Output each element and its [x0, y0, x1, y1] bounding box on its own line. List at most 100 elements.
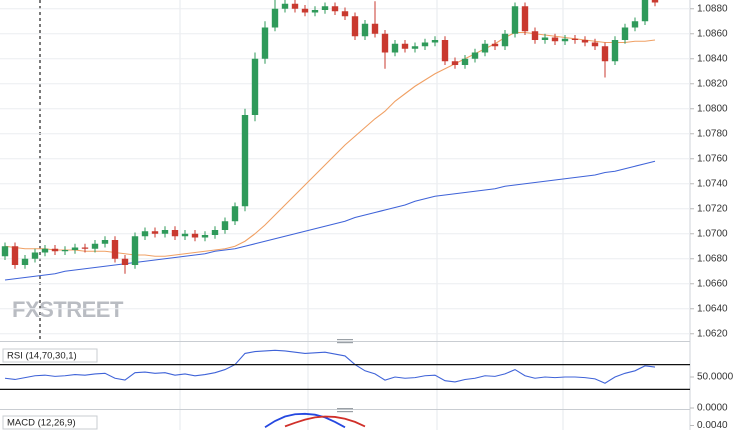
y-tick-label: 1.0720 [697, 203, 728, 214]
candle-body [461, 58, 469, 65]
y-tick-label: 0.0040 [697, 420, 728, 430]
y-tick-label: 1.0780 [697, 128, 728, 139]
candle-body [521, 6, 529, 32]
y-tick-label: 1.0640 [697, 303, 728, 314]
panel-handle[interactable] [337, 339, 353, 344]
candle-body [331, 6, 339, 12]
candle-body [161, 230, 169, 234]
candle-body [481, 43, 489, 53]
candle-body [231, 206, 239, 222]
candle-body [611, 40, 619, 62]
y-tick-label: 1.0740 [697, 178, 728, 189]
candle-body [371, 23, 379, 34]
watermark: FXSTREET [12, 297, 124, 322]
y-tick-label: 1.0800 [697, 103, 728, 114]
panel [0, 0, 690, 335]
y-tick-label: 1.0760 [697, 153, 728, 164]
handle-bar[interactable] [337, 411, 353, 413]
candle-body [41, 248, 49, 253]
candle-body [631, 21, 639, 28]
y-tick-label: 1.0700 [697, 228, 728, 239]
candle-body [531, 31, 539, 40]
candle-body [291, 3, 299, 9]
candle-body [251, 58, 259, 115]
candle-body [51, 248, 59, 252]
time-grid [179, 0, 564, 430]
panel-handle[interactable] [337, 408, 353, 413]
y-tick-label: 1.0620 [697, 328, 728, 339]
handle-bar[interactable] [337, 339, 353, 341]
candle-body [311, 10, 319, 13]
candle-body [31, 252, 39, 259]
candle-body [131, 236, 139, 265]
candle-body [551, 37, 559, 42]
candle-body [411, 46, 419, 49]
candle-body [391, 43, 399, 53]
series-line [264, 412, 346, 429]
candle-body [281, 3, 289, 9]
candle-body [621, 27, 629, 40]
candle-body [571, 38, 579, 40]
candle-body [421, 42, 429, 47]
candle-body [211, 230, 219, 235]
candle-body [561, 38, 569, 42]
y-tick-label: 1.0820 [697, 78, 728, 89]
candle-body [361, 23, 369, 37]
candle-body [181, 233, 189, 237]
y-tick-label: 1.0680 [697, 253, 728, 264]
candle-body [91, 243, 99, 249]
candle-body [221, 221, 229, 230]
candle-body [111, 240, 119, 259]
candle-body [341, 11, 349, 17]
candle-body [511, 6, 519, 34]
candle-body [591, 42, 599, 47]
series-line [4, 160, 656, 281]
handle-bar[interactable] [337, 342, 353, 344]
candle-body [501, 33, 509, 47]
candle-body [261, 27, 269, 59]
y-tick-label: 1.0660 [697, 278, 728, 289]
candle-body [201, 235, 209, 238]
candle-body [451, 61, 459, 65]
candle-body [241, 115, 249, 207]
candle-body [61, 250, 69, 252]
candle-body [401, 43, 409, 49]
candle-body [471, 52, 479, 59]
y-tick-label: 1.0840 [697, 53, 728, 64]
candle-body [171, 230, 179, 237]
candle-body [271, 8, 279, 28]
candle-body [321, 6, 329, 10]
candle-body [101, 240, 109, 244]
handle-bar[interactable] [337, 408, 353, 410]
candle-body [381, 33, 389, 53]
y-tick-label: 1.0880 [697, 3, 728, 14]
panel [264, 412, 366, 429]
candle-body [151, 231, 159, 234]
candle-body [21, 258, 29, 265]
candle-body [71, 247, 79, 250]
y-tick-label: 50.0000 [697, 372, 734, 383]
candle-body [581, 40, 589, 43]
panel-title: MACD (12,26,9) [7, 418, 76, 429]
candle-body [651, 0, 659, 3]
candle-body [301, 8, 309, 13]
panel-title-box [2, 415, 98, 430]
candle-body [441, 40, 449, 62]
candle-body [81, 247, 89, 249]
series-line [4, 349, 656, 384]
candle-body [351, 16, 359, 37]
y-tick-label: 0.0000 [697, 403, 728, 414]
panel-title: RSI (14,70,30,1) [7, 351, 77, 362]
candle-body [491, 43, 499, 47]
y-tick-label: 1.0860 [697, 28, 728, 39]
candle-body [141, 231, 149, 237]
panel-title-box [2, 348, 98, 363]
candle-body [431, 40, 439, 43]
candle-body [601, 46, 609, 62]
panel [4, 349, 656, 384]
candle-body [191, 233, 199, 238]
candle-body [121, 258, 129, 265]
series-line [284, 415, 366, 428]
